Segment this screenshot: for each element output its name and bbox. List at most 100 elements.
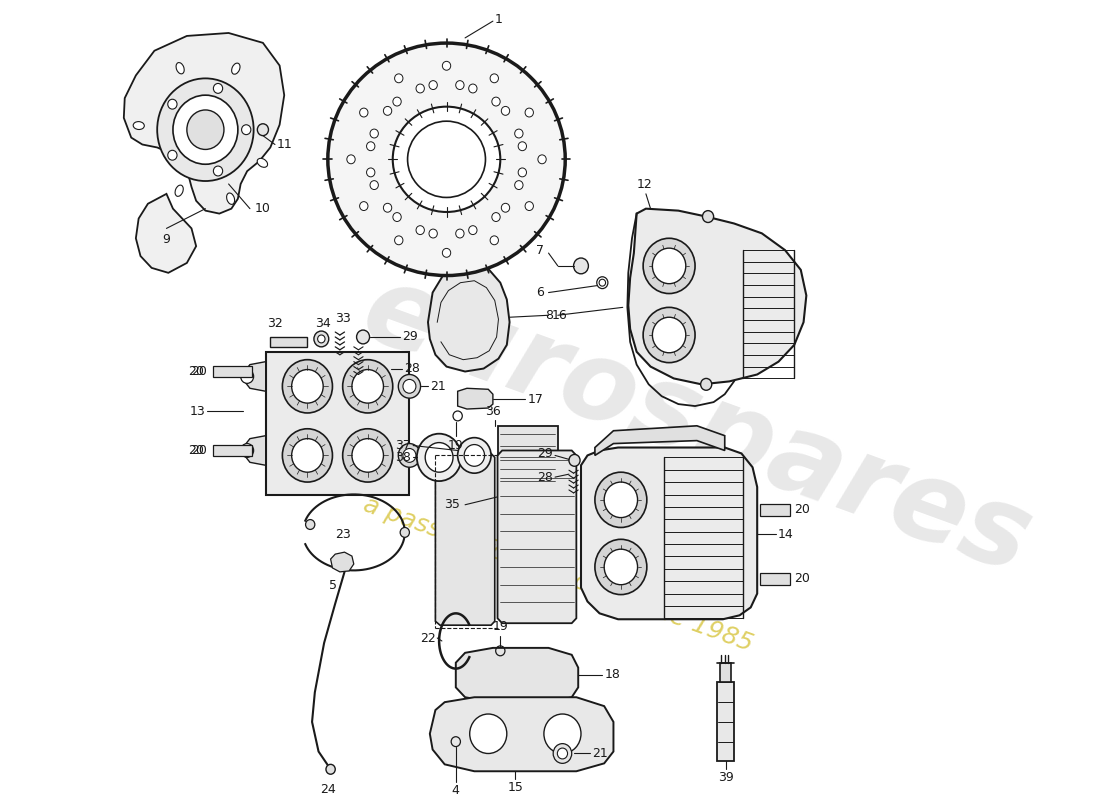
Circle shape [515, 181, 522, 190]
Circle shape [346, 155, 355, 164]
Text: 18: 18 [604, 668, 620, 681]
Circle shape [168, 99, 177, 109]
Text: 33: 33 [334, 312, 351, 325]
Circle shape [644, 307, 695, 362]
Text: 34: 34 [316, 317, 331, 330]
Text: 37: 37 [395, 439, 411, 452]
Ellipse shape [176, 62, 184, 74]
Circle shape [168, 150, 177, 160]
Text: 4: 4 [452, 784, 460, 797]
Circle shape [366, 168, 375, 177]
Circle shape [283, 429, 332, 482]
Circle shape [360, 202, 368, 210]
Circle shape [356, 330, 370, 344]
Circle shape [502, 203, 509, 212]
Polygon shape [124, 33, 284, 214]
Circle shape [416, 226, 425, 234]
Circle shape [343, 429, 393, 482]
Circle shape [491, 74, 498, 82]
Polygon shape [212, 445, 252, 457]
Text: 11: 11 [277, 138, 293, 151]
Circle shape [442, 62, 451, 70]
Text: 32: 32 [267, 317, 283, 330]
Text: 21: 21 [592, 747, 608, 760]
Circle shape [553, 744, 572, 763]
Text: 10: 10 [254, 202, 271, 215]
Circle shape [426, 442, 453, 472]
Text: 39: 39 [718, 771, 734, 784]
Text: 29: 29 [538, 447, 553, 460]
Text: 35: 35 [444, 498, 461, 511]
Circle shape [360, 108, 368, 117]
Polygon shape [428, 264, 509, 371]
Polygon shape [136, 194, 196, 273]
Circle shape [543, 714, 581, 754]
Text: 20: 20 [188, 365, 205, 378]
Text: eurospares: eurospares [349, 255, 1045, 596]
Text: 12: 12 [636, 178, 652, 191]
Text: 29: 29 [402, 330, 418, 343]
Circle shape [403, 449, 416, 462]
Text: 20: 20 [188, 444, 205, 457]
Circle shape [604, 549, 638, 585]
Ellipse shape [232, 63, 240, 74]
Circle shape [469, 226, 477, 234]
Circle shape [604, 482, 638, 518]
Ellipse shape [408, 121, 485, 198]
Circle shape [515, 129, 522, 138]
Circle shape [395, 236, 403, 245]
Text: 14: 14 [778, 528, 793, 541]
Circle shape [242, 125, 251, 134]
Text: 28: 28 [404, 362, 420, 375]
Circle shape [314, 331, 329, 347]
Circle shape [573, 258, 588, 274]
Circle shape [403, 379, 416, 394]
Circle shape [292, 438, 323, 472]
Circle shape [241, 370, 254, 383]
Polygon shape [455, 648, 579, 702]
Polygon shape [241, 362, 266, 391]
Circle shape [455, 229, 464, 238]
Text: 7: 7 [536, 244, 543, 257]
Text: 1: 1 [495, 13, 503, 26]
Circle shape [400, 527, 409, 538]
Polygon shape [458, 388, 493, 409]
Circle shape [157, 78, 254, 181]
Circle shape [502, 106, 509, 115]
Text: 9: 9 [163, 234, 170, 246]
Circle shape [525, 108, 533, 117]
Ellipse shape [133, 122, 144, 130]
Circle shape [491, 236, 498, 245]
Circle shape [213, 166, 222, 176]
Circle shape [492, 97, 500, 106]
Polygon shape [717, 682, 734, 762]
Circle shape [241, 443, 254, 458]
Circle shape [429, 229, 438, 238]
Polygon shape [212, 366, 252, 378]
Circle shape [416, 84, 425, 93]
Text: 19: 19 [493, 620, 508, 633]
Text: a passion for porsche since 1985: a passion for porsche since 1985 [360, 492, 756, 656]
Circle shape [213, 83, 222, 94]
Circle shape [703, 210, 714, 222]
Polygon shape [720, 662, 732, 682]
Text: 38: 38 [395, 451, 411, 464]
Ellipse shape [393, 106, 500, 212]
Text: 6: 6 [536, 286, 543, 299]
Text: 16: 16 [551, 309, 568, 322]
Polygon shape [430, 698, 614, 771]
Circle shape [518, 142, 527, 150]
Circle shape [352, 438, 384, 472]
Text: 20: 20 [794, 503, 811, 516]
Text: 5: 5 [329, 578, 338, 592]
Circle shape [595, 539, 647, 594]
Circle shape [525, 202, 533, 210]
Circle shape [257, 124, 268, 136]
Circle shape [469, 84, 477, 93]
Circle shape [393, 213, 402, 222]
Circle shape [292, 370, 323, 403]
Circle shape [442, 248, 451, 258]
Circle shape [644, 238, 695, 294]
Text: 24: 24 [320, 783, 336, 796]
Circle shape [429, 81, 438, 90]
